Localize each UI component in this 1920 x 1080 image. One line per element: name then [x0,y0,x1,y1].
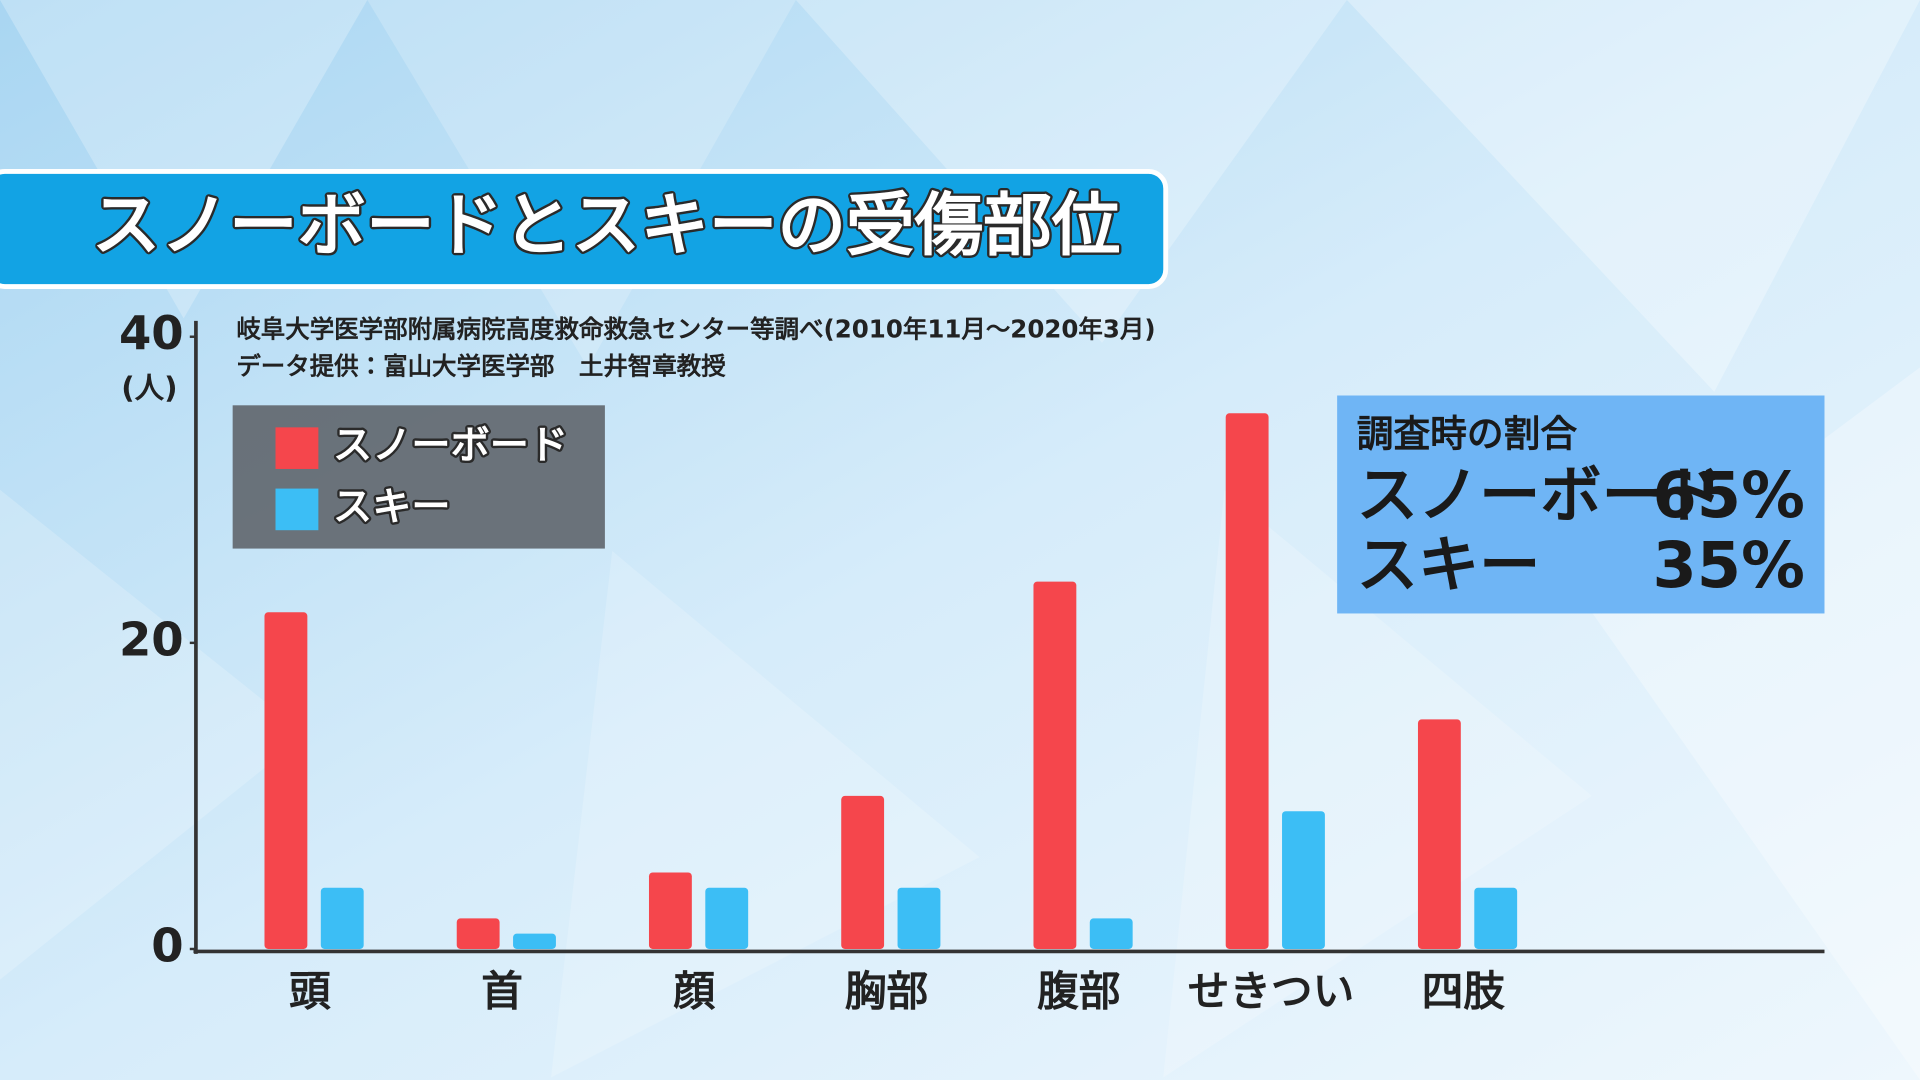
x-tick-label: 四肢 [1422,966,1506,1015]
bar [648,872,692,949]
legend-swatch [275,488,319,531]
y-tick-label: 0 [151,918,183,972]
bar [841,795,885,949]
bar [1033,581,1077,949]
info-title: 調査時の割合 [1357,412,1578,455]
bar [1282,811,1325,949]
y-tick-label: 40 [119,306,184,360]
title-bar [0,168,1169,289]
bar [705,887,749,949]
source-note: 岐阜大学医学部附属病院高度救命救急センター等調べ(2010年11月～2020年3… [236,315,1155,344]
bar [264,612,308,949]
bar [1089,918,1133,949]
bar [1417,719,1461,949]
bar [513,933,556,949]
bar [1474,887,1518,949]
x-tick-label: 頭 [289,966,331,1015]
info-value: 65% [1653,459,1805,533]
bar [1225,413,1269,949]
bar [320,887,364,949]
x-tick-label: 胸部 [845,966,928,1015]
legend-swatch [275,427,319,469]
info-name: スノーボード [1357,460,1724,531]
x-tick-label: せきつい [1188,966,1355,1015]
credit-note: データ提供：富山大学医学部 土井智章教授 [236,351,726,380]
info-name: スキー [1357,530,1541,601]
chart-title: スノーボードとスキーの受傷部位 [92,186,1120,266]
legend-label: スキー [333,485,451,530]
bar [456,918,500,949]
legend-label: スノーボード [333,424,568,469]
x-tick-label: 首 [481,966,523,1015]
y-tick-label: 20 [119,612,184,666]
info-value: 35% [1653,529,1805,603]
info-box [1337,395,1825,614]
bar [897,887,941,949]
x-tick-label: 顔 [673,966,715,1015]
x-tick-label: 腹部 [1037,966,1120,1015]
y-axis-unit: (人) [121,371,177,405]
